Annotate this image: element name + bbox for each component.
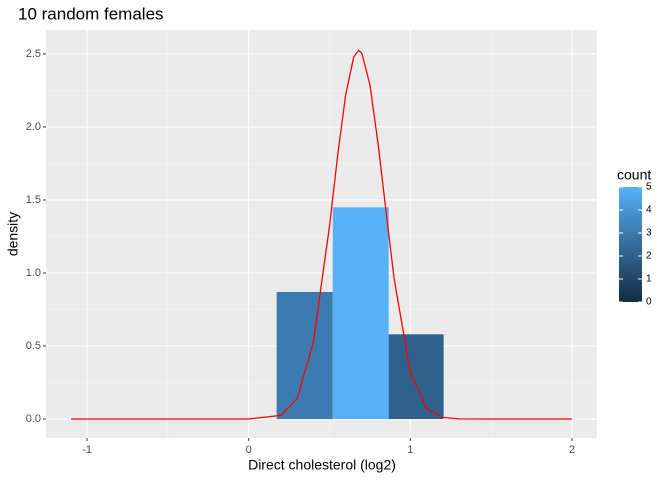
legend-title: count (617, 167, 651, 183)
legend-label: 1 (646, 274, 652, 285)
legend-label: 3 (646, 228, 652, 239)
y-tick-label: 2.5 (26, 48, 41, 60)
y-tick-label: 2.0 (26, 121, 41, 133)
legend-label: 2 (646, 251, 652, 262)
colorbar (619, 187, 642, 302)
x-tick-label: 1 (407, 444, 413, 456)
y-tick-label: 1.0 (26, 267, 41, 279)
legend-label: 5 (646, 182, 652, 193)
x-tick-label: 0 (246, 444, 252, 456)
bar (276, 291, 333, 420)
x-tick-label: -1 (82, 444, 92, 456)
density-curve (70, 49, 572, 420)
y-axis-label: density (5, 212, 21, 256)
bar (332, 207, 389, 420)
legend-label: 4 (646, 205, 652, 216)
chart-title: 10 random females (18, 4, 164, 23)
y-tick-label: 0.0 (26, 413, 41, 425)
y-tick-label: 1.5 (26, 194, 41, 206)
legend-label: 0 (646, 297, 652, 308)
x-axis-label: Direct cholesterol (log2) (248, 457, 396, 473)
bar (388, 334, 444, 420)
y-tick-label: 0.5 (26, 340, 41, 352)
x-tick-label: 2 (569, 444, 575, 456)
